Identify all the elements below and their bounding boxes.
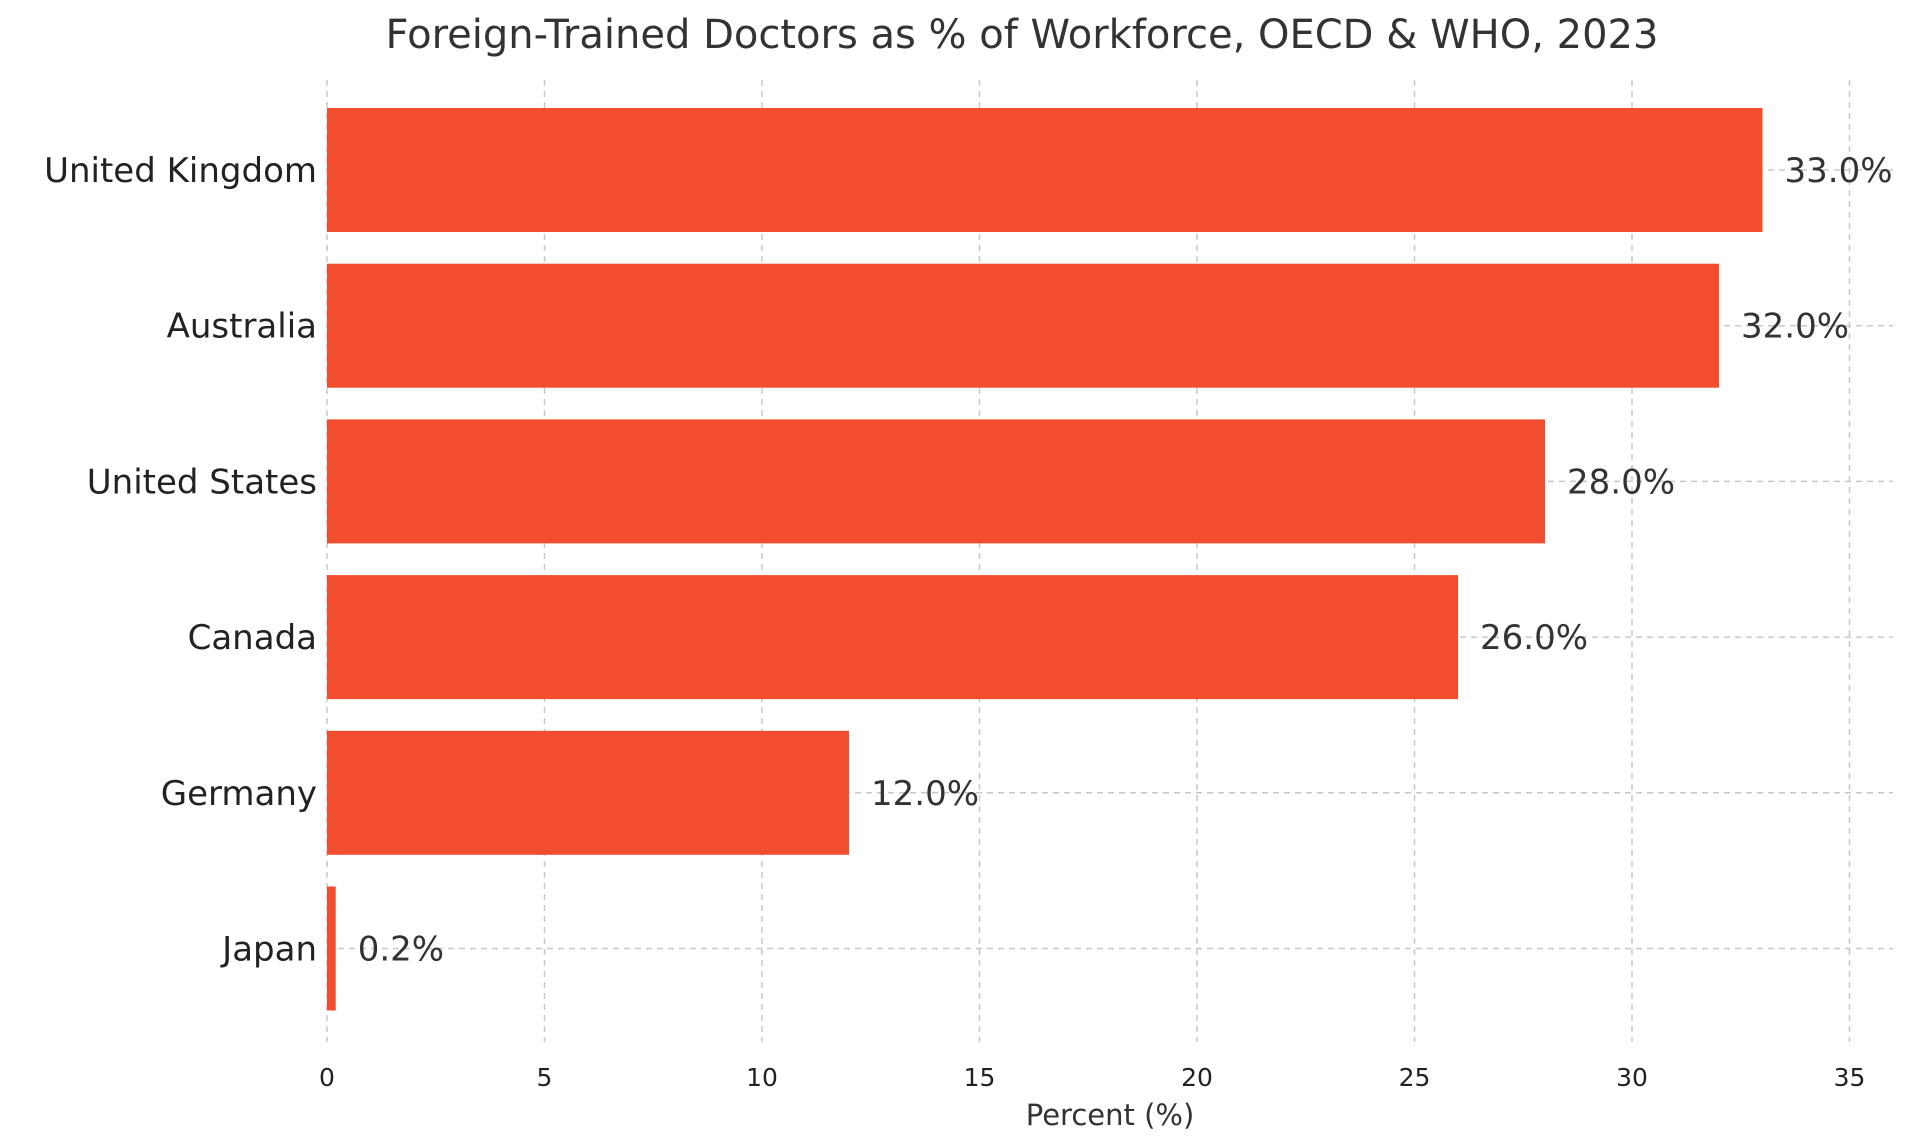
x-tick-label: 30 (1616, 1063, 1648, 1092)
category-label: Germany (161, 774, 317, 814)
x-axis-label: Percent (%) (1026, 1098, 1195, 1132)
bar (327, 419, 1545, 544)
bar (327, 263, 1719, 388)
x-tick-label: 20 (1181, 1063, 1213, 1092)
x-tick-label: 10 (746, 1063, 778, 1092)
labels: 0 5 10 15 20 25 30 35 United Kingdom 33.0% Austral… (44, 151, 1892, 1092)
category-label: Australia (167, 307, 317, 347)
x-tick-label: 0 (319, 1063, 335, 1092)
category-label: Japan (220, 930, 317, 970)
category-label: United States (87, 462, 317, 502)
category-label: Canada (188, 618, 317, 658)
x-tick-label: 5 (537, 1063, 553, 1092)
data-label: 26.0% (1480, 618, 1588, 658)
data-label: 28.0% (1567, 462, 1675, 502)
data-label: 12.0% (871, 774, 979, 814)
bar (327, 108, 1763, 232)
chart-title: Foreign-Trained Doctors as % of Workforc… (386, 12, 1659, 58)
bars (327, 108, 1763, 1011)
bar (327, 730, 849, 855)
bar (327, 886, 336, 1011)
data-label: 33.0% (1785, 151, 1893, 191)
x-tick-label: 15 (964, 1063, 996, 1092)
x-tick-label: 35 (1834, 1063, 1866, 1092)
bar (327, 575, 1458, 700)
category-label: United Kingdom (44, 151, 317, 191)
data-label: 32.0% (1741, 307, 1849, 347)
data-label: 0.2% (358, 930, 444, 970)
x-tick-label: 25 (1399, 1063, 1431, 1092)
